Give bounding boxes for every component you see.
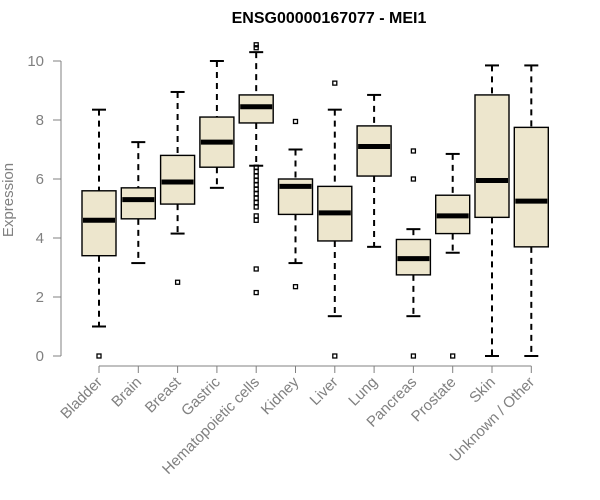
- x-category-label: Brain: [108, 374, 145, 411]
- y-tick-label: 10: [27, 53, 44, 70]
- outlier-point: [253, 266, 259, 272]
- x-category-label: Bladder: [57, 374, 106, 423]
- outlier-point: [253, 177, 259, 184]
- y-tick-label: 6: [36, 171, 44, 188]
- box-group: [199, 60, 235, 189]
- iqr-box: [120, 187, 157, 220]
- outlier-point: [253, 213, 259, 219]
- x-category-label: Skin: [466, 374, 499, 407]
- outlier-point: [253, 42, 259, 48]
- y-tick-label: 8: [36, 112, 44, 129]
- box-group: [435, 152, 471, 359]
- outlier-point: [96, 353, 102, 359]
- y-tick-label: 2: [36, 289, 44, 306]
- outlier-point: [253, 168, 259, 175]
- box-group: [120, 141, 157, 265]
- outlier-point: [410, 176, 417, 182]
- outlier-point: [253, 45, 259, 51]
- outlier-point: [253, 173, 259, 179]
- outlier-point: [450, 353, 456, 359]
- box-group: [277, 118, 314, 290]
- x-category-label: Kidney: [258, 373, 303, 418]
- iqr-box: [81, 190, 117, 257]
- box-series: [81, 42, 549, 359]
- outlier-point: [292, 118, 299, 125]
- outlier-point: [292, 284, 299, 290]
- y-axis-label: Expression: [0, 163, 17, 237]
- y-tick-label: 0: [36, 348, 44, 365]
- outlier-point: [253, 204, 259, 210]
- outlier-point: [253, 289, 259, 296]
- outlier-point: [253, 199, 259, 206]
- box-group: [81, 108, 117, 359]
- box-group: [356, 93, 392, 248]
- iqr-box: [474, 94, 510, 219]
- iqr-box: [356, 125, 392, 177]
- box-group: [159, 90, 196, 285]
- outlier-point: [332, 80, 338, 86]
- x-category-label: Lung: [345, 374, 381, 410]
- outlier-point: [253, 191, 259, 197]
- outlier-point: [253, 182, 259, 188]
- outlier-point: [253, 195, 259, 201]
- box-group: [395, 148, 432, 359]
- y-axis: 0 2 4 6 8 10: [27, 53, 62, 365]
- box-group: [474, 64, 510, 357]
- outlier-point: [253, 186, 259, 192]
- box-group: [238, 42, 274, 296]
- y-tick-label: 4: [36, 230, 44, 247]
- x-category-label: Breast: [142, 373, 185, 416]
- x-category-label: Liver: [307, 374, 342, 409]
- iqr-box: [513, 126, 549, 248]
- chart-title: ENSG00000167077 - MEI1: [232, 10, 427, 27]
- outlier-point: [332, 353, 338, 359]
- outlier-point: [410, 148, 417, 154]
- outlier-point: [174, 279, 181, 285]
- box-group: [513, 64, 549, 357]
- outlier-point: [410, 353, 417, 359]
- box-group: [317, 80, 353, 359]
- outlier-point: [253, 164, 259, 170]
- outlier-point: [253, 217, 259, 223]
